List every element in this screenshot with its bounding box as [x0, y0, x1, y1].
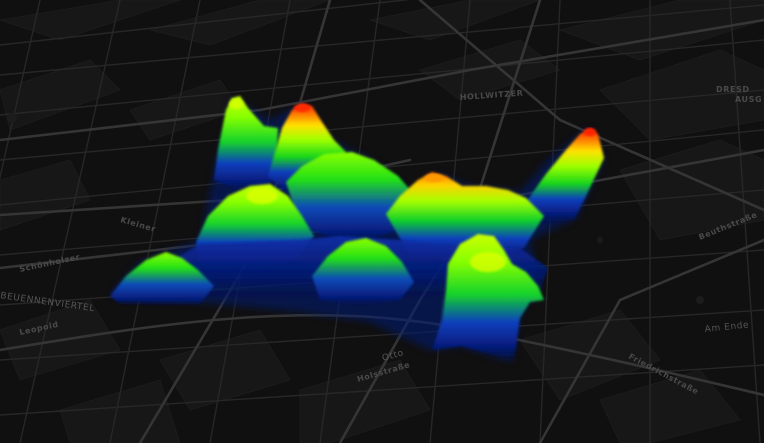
peak-southeast-ridge: [432, 234, 544, 360]
cap-northwest-left: [229, 99, 243, 109]
label-am-ende: Am Ende: [704, 320, 749, 335]
label-dresden: DRESD: [716, 85, 750, 94]
cap-southeast: [470, 252, 506, 272]
heatmap-surface[interactable]: [110, 96, 604, 362]
label-hollwitzer: HOLLWITZER: [460, 89, 524, 102]
label-ausgang: AUSG: [735, 95, 762, 104]
cap-east-red: [584, 128, 596, 136]
peak-southwest: [110, 252, 214, 306]
peak-east-red: [526, 128, 604, 224]
small-parks: [7, 113, 704, 304]
cap-center-orange: [425, 174, 443, 182]
peak-center-orange: [386, 172, 544, 262]
cap-northwest-right: [294, 104, 310, 112]
cap-west-dome: [246, 188, 278, 204]
peak-south-center: [312, 238, 414, 306]
peak-north-center: [286, 152, 412, 244]
peak-northwest-left: [214, 96, 278, 192]
